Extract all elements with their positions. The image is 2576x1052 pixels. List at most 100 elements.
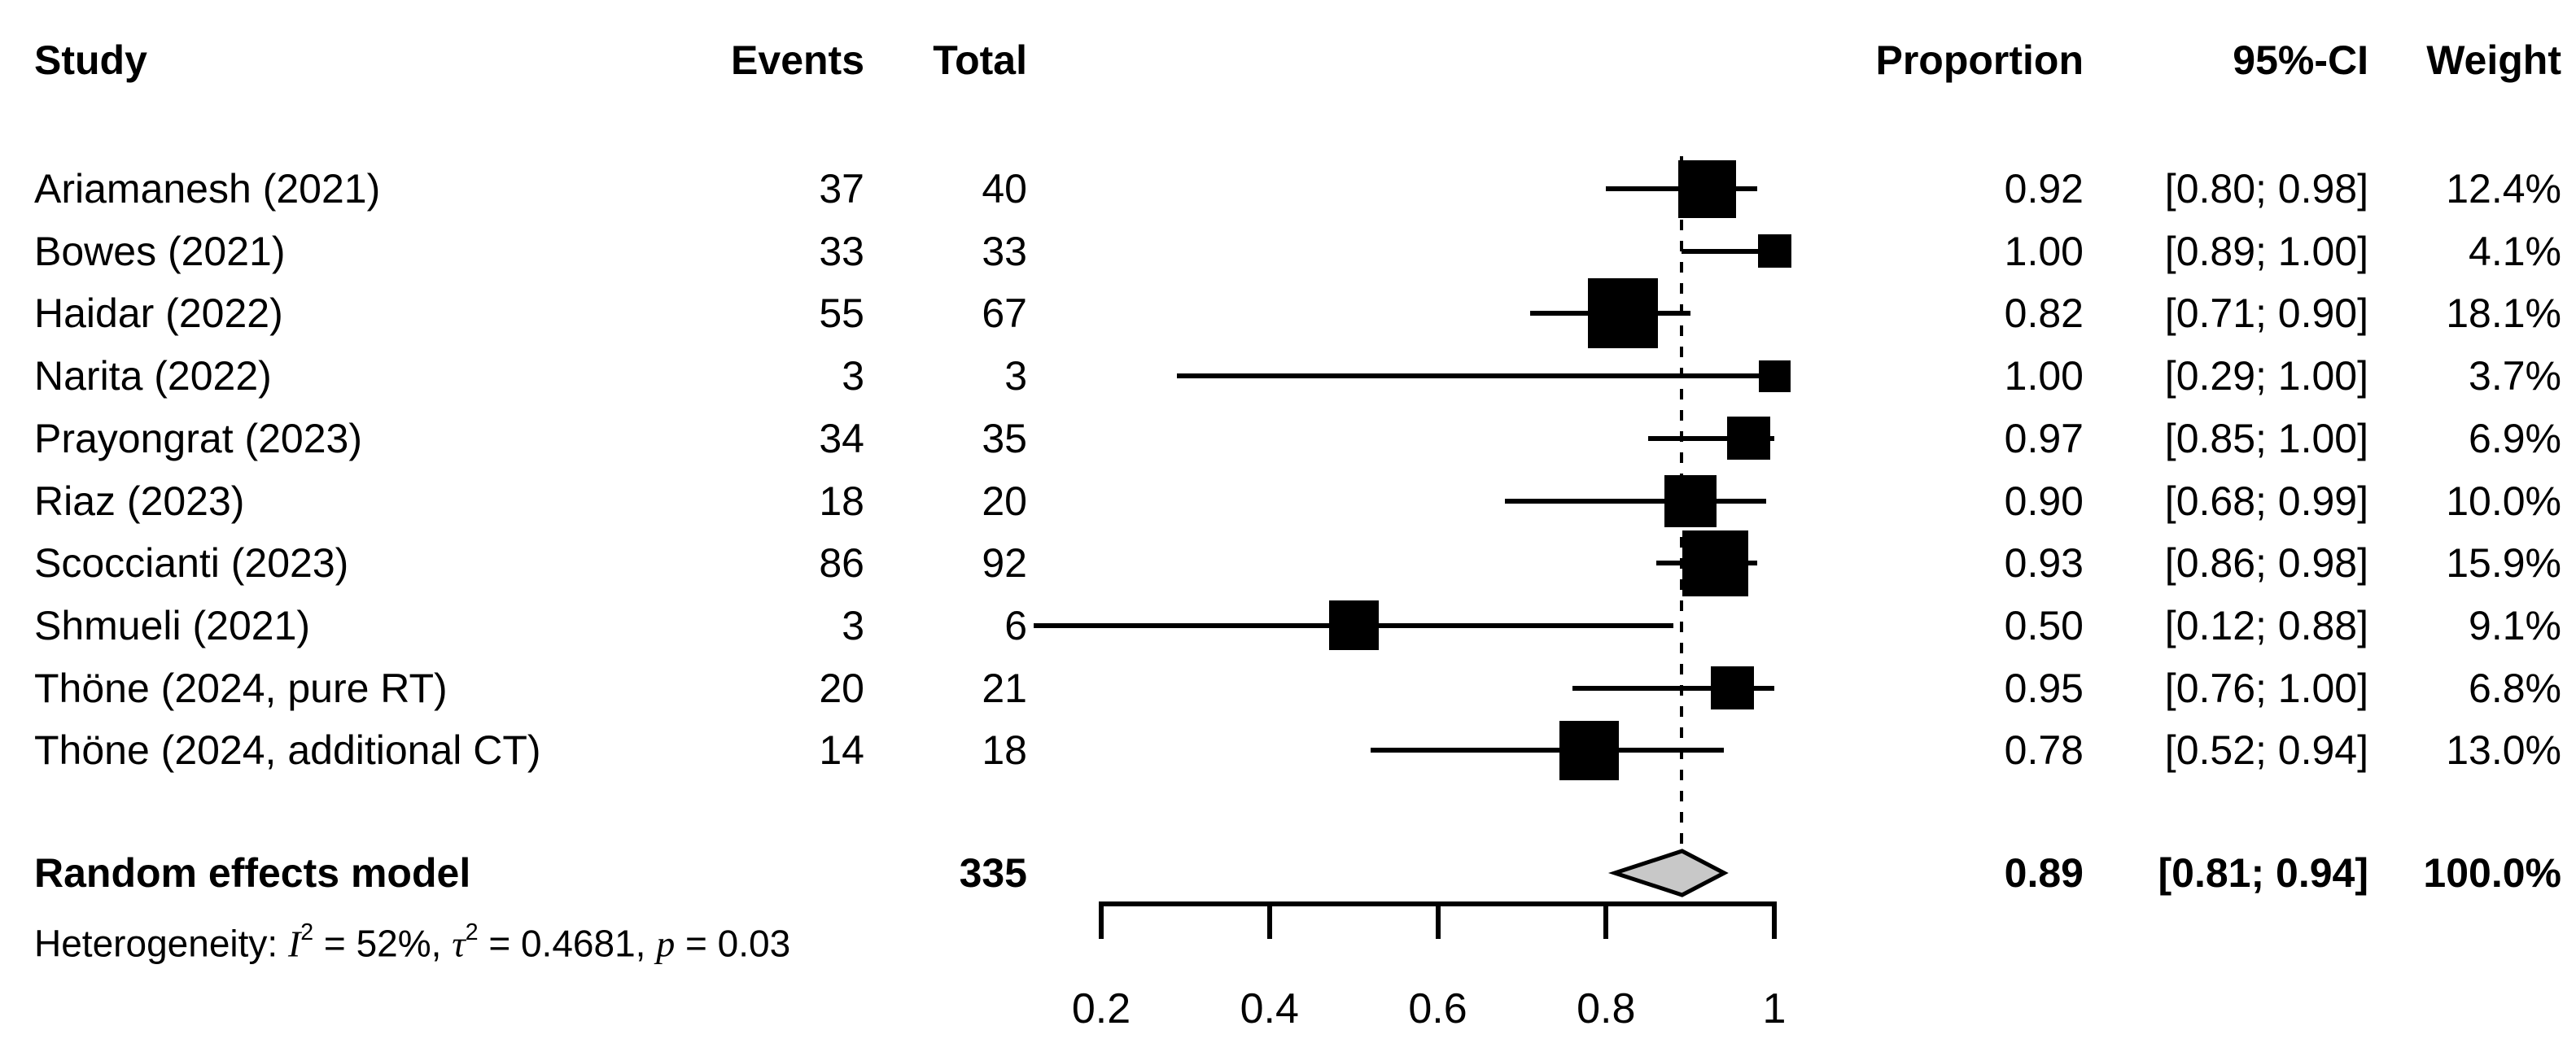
study-events: 86 [819, 540, 864, 587]
ci-line [1177, 373, 1774, 379]
study-events: 37 [819, 166, 864, 212]
study-name: Bowes (2021) [34, 228, 286, 274]
study-ci: [0.76; 1.00] [2164, 665, 2368, 711]
ci-line [1505, 498, 1766, 504]
study-weight: 12.4% [2446, 166, 2561, 212]
study-name: Narita (2022) [34, 353, 272, 399]
effect-square [1587, 278, 1658, 349]
study-total: 40 [982, 166, 1027, 212]
ci-line [1572, 685, 1774, 691]
summary-weight: 100.0% [2423, 850, 2561, 896]
study-total: 6 [1004, 602, 1027, 648]
x-axis-tick [1772, 901, 1777, 939]
study-weight: 13.0% [2446, 727, 2561, 774]
x-axis-tick [1099, 901, 1104, 939]
study-total: 92 [982, 540, 1027, 587]
study-proportion: 0.90 [2004, 478, 2084, 524]
study-proportion: 0.50 [2004, 602, 2084, 648]
study-total: 67 [982, 290, 1027, 337]
study-name: Thöne (2024, pure RT) [34, 665, 448, 711]
study-proportion: 0.78 [2004, 727, 2084, 774]
study-events: 34 [819, 415, 864, 461]
study-ci: [0.12; 0.88] [2164, 602, 2368, 648]
het-p-symbol: p [656, 923, 676, 965]
x-axis-tick-label: 1 [1762, 985, 1787, 1032]
study-total: 35 [982, 415, 1027, 461]
x-axis-tick-label: 0.8 [1577, 985, 1636, 1032]
effect-square [1727, 417, 1771, 461]
study-name: Riaz (2023) [34, 478, 245, 524]
col-header-weight: Weight [2426, 37, 2561, 83]
summary-diamond [1607, 849, 1729, 897]
het-tau-value: = 0.4681, [478, 922, 657, 965]
study-weight: 3.7% [2469, 353, 2561, 399]
study-weight: 9.1% [2469, 602, 2561, 648]
study-name: Haidar (2022) [34, 290, 283, 337]
effect-square [1710, 666, 1754, 710]
study-ci: [0.85; 1.00] [2164, 415, 2368, 461]
study-weight: 10.0% [2446, 478, 2561, 524]
study-weight: 4.1% [2469, 228, 2561, 274]
col-header-ci: 95%-CI [2233, 37, 2368, 83]
effect-square [1682, 530, 1749, 596]
study-ci: [0.89; 1.00] [2164, 228, 2368, 274]
effect-square [1677, 159, 1736, 218]
col-header-study: Study [34, 37, 147, 83]
het-i2-sup: 2 [300, 919, 314, 945]
x-axis-tick-label: 0.2 [1071, 985, 1131, 1032]
het-p-value: = 0.03 [675, 922, 791, 965]
ci-line [1647, 435, 1774, 441]
ci-line [1370, 748, 1724, 753]
study-weight: 6.9% [2469, 415, 2561, 461]
effect-square [1559, 720, 1620, 780]
study-events: 3 [842, 353, 864, 399]
effect-square [1758, 360, 1791, 392]
study-events: 3 [842, 602, 864, 648]
study-events: 18 [819, 478, 864, 524]
study-proportion: 0.95 [2004, 665, 2084, 711]
study-name: Thöne (2024, additional CT) [34, 727, 541, 774]
study-proportion: 0.97 [2004, 415, 2084, 461]
study-events: 55 [819, 290, 864, 337]
study-name: Scoccianti (2023) [34, 540, 349, 587]
summary-label: Random effects model [34, 850, 471, 896]
study-proportion: 0.92 [2004, 166, 2084, 212]
study-proportion: 0.82 [2004, 290, 2084, 337]
study-weight: 18.1% [2446, 290, 2561, 337]
study-ci: [0.86; 0.98] [2164, 540, 2368, 587]
study-total: 20 [982, 478, 1027, 524]
study-weight: 6.8% [2469, 665, 2561, 711]
effect-square [1757, 234, 1791, 268]
reference-line [1680, 156, 1684, 851]
summary-ci: [0.81; 0.94] [2158, 850, 2368, 896]
x-axis-tick [1603, 901, 1609, 939]
summary-total: 335 [959, 850, 1027, 896]
study-ci: [0.71; 0.90] [2164, 290, 2368, 337]
x-axis-tick [1435, 901, 1441, 939]
study-events: 14 [819, 727, 864, 774]
x-axis-tick-label: 0.6 [1408, 985, 1467, 1032]
study-events: 33 [819, 228, 864, 274]
study-total: 33 [982, 228, 1027, 274]
col-header-total: Total [933, 37, 1027, 83]
study-events: 20 [819, 665, 864, 711]
het-tau-sup: 2 [465, 919, 479, 945]
study-proportion: 0.93 [2004, 540, 2084, 587]
study-proportion: 1.00 [2004, 228, 2084, 274]
study-total: 3 [1004, 353, 1027, 399]
x-axis-tick-label: 0.4 [1240, 985, 1299, 1032]
effect-square [1328, 600, 1379, 651]
heterogeneity-note: Heterogeneity: I2 = 52%, τ2 = 0.4681, p … [34, 909, 791, 965]
het-i2-symbol: I [287, 923, 301, 965]
study-weight: 15.9% [2446, 540, 2561, 587]
study-name: Prayongrat (2023) [34, 415, 363, 461]
study-ci: [0.68; 0.99] [2164, 478, 2368, 524]
study-ci: [0.29; 1.00] [2164, 353, 2368, 399]
effect-square [1664, 474, 1717, 527]
study-total: 18 [982, 727, 1027, 774]
x-axis-tick [1266, 901, 1272, 939]
het-label: Heterogeneity: [34, 922, 288, 965]
col-header-events: Events [731, 37, 864, 83]
study-ci: [0.80; 0.98] [2164, 166, 2368, 212]
